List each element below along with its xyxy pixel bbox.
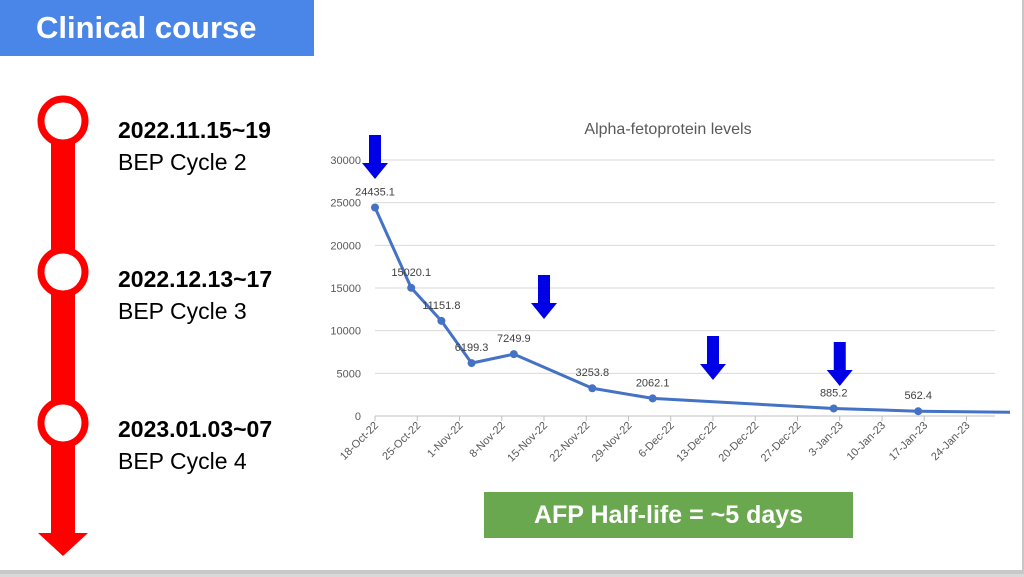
data-label: 11151.8 (422, 300, 460, 312)
data-label: 3253.8 (575, 367, 609, 379)
timeline-entry-1: 2022.11.15~19 BEP Cycle 2 (118, 114, 271, 178)
afp-chart: Alpha-fetoprotein levels 0 5000 10000 15000 2… (330, 121, 1010, 465)
y-tick-label: 30000 (330, 155, 361, 167)
timeline-bar (51, 120, 75, 535)
x-tick-label: 27-Dec-22 (759, 420, 804, 465)
x-tick-label: 22-Nov-22 (548, 420, 593, 465)
x-tick-label: 10-Jan-23 (845, 420, 889, 464)
data-label: 6199.3 (455, 342, 489, 354)
x-tick-label: 13-Dec-22 (674, 420, 719, 465)
x-tick-label: 20-Dec-22 (717, 420, 762, 465)
timeline-node-3 (37, 397, 89, 449)
data-point (588, 384, 597, 393)
timeline-node-2 (37, 246, 89, 298)
y-tick-label: 15000 (330, 283, 361, 295)
data-point (407, 283, 416, 292)
timeline-entry-2: 2022.12.13~17 BEP Cycle 3 (118, 263, 272, 327)
y-tick-label: 25000 (330, 198, 361, 210)
timeline-entry-3: 2023.01.03~07 BEP Cycle 4 (118, 413, 272, 477)
x-tick-label: 1-Nov-22 (425, 420, 465, 460)
timeline-label: BEP Cycle 4 (118, 448, 247, 474)
data-point (829, 404, 838, 413)
data-point (914, 407, 923, 416)
timeline-arrowhead (38, 533, 88, 556)
y-tick-label: 20000 (330, 240, 361, 252)
series-line (373, 206, 1010, 414)
data-label: 2062.1 (636, 377, 670, 389)
slide-title: Clinical course (0, 0, 314, 56)
timeline-node-1 (37, 95, 89, 147)
chart-title: Alpha-fetoprotein levels (584, 121, 751, 138)
x-tick-label: 3-Jan-23 (807, 420, 846, 459)
data-point (648, 394, 657, 403)
data-point (437, 316, 446, 325)
x-tick-label: 25-Oct-22 (380, 420, 423, 463)
treatment-arrow (531, 275, 557, 319)
x-tick-label: 17-Jan-23 (887, 420, 931, 464)
timeline-date: 2022.12.13~17 (118, 266, 273, 292)
x-tick-label: 18-Oct-22 (338, 420, 381, 463)
treatment-arrow (826, 342, 853, 386)
data-label: 562.4 (904, 390, 932, 402)
timeline (37, 95, 89, 556)
timeline-date: 2022.11.15~19 (118, 117, 271, 143)
x-tick-label: 15-Nov-22 (505, 420, 550, 465)
timeline-label: BEP Cycle 3 (118, 298, 247, 324)
data-label: 15020.1 (391, 267, 431, 279)
data-point (467, 359, 476, 368)
data-label: 7249.9 (497, 333, 531, 345)
data-label: 24435.1 (355, 186, 395, 198)
x-tick-label: 29-Nov-22 (590, 420, 635, 465)
data-label: 885.2 (820, 387, 848, 399)
treatment-arrow (362, 135, 388, 179)
y-tick-label: 0 (355, 411, 361, 423)
halflife-badge: AFP Half-life = ~5 days (484, 492, 853, 538)
timeline-date: 2023.01.03~07 (118, 416, 273, 442)
y-tick-label: 10000 (330, 326, 361, 338)
x-tick-label: 6-Dec-22 (636, 420, 676, 460)
treatment-arrow (700, 336, 726, 380)
data-point (371, 203, 379, 212)
x-tick-label: 24-Jan-23 (929, 420, 973, 464)
x-tick-label: 8-Nov-22 (467, 420, 507, 460)
y-tick-label: 5000 (337, 368, 361, 380)
timeline-label: BEP Cycle 2 (118, 149, 247, 175)
data-point (509, 350, 518, 359)
